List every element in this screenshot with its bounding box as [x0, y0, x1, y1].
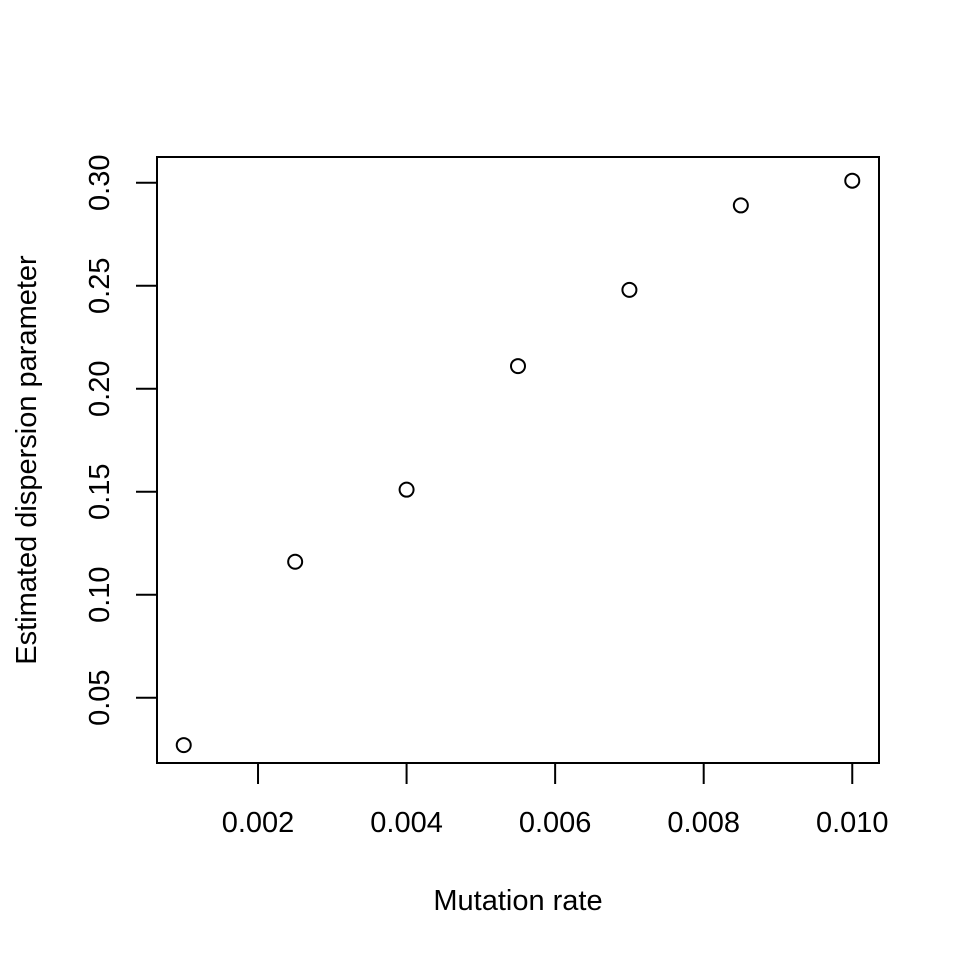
data-point — [287, 553, 304, 570]
x-tick-label: 0.008 — [667, 807, 740, 839]
data-point — [621, 281, 638, 298]
y-tick-label: 0.15 — [84, 463, 116, 519]
y-axis: 0.05 0.10 0.15 0.20 0.25 0.30 — [84, 155, 158, 726]
y-axis-title: Estimated dispersion parameter — [11, 255, 43, 665]
y-tick-label: 0.05 — [84, 669, 116, 725]
data-point — [732, 197, 749, 214]
y-tick-label: 0.30 — [84, 155, 116, 211]
y-tick-label: 0.10 — [84, 566, 116, 622]
data-point — [844, 172, 861, 189]
data-point — [175, 737, 192, 754]
x-tick-label: 0.004 — [370, 807, 443, 839]
x-tick-label: 0.002 — [222, 807, 295, 839]
x-tick-label: 0.006 — [519, 807, 592, 839]
data-point — [510, 358, 526, 375]
data-point — [398, 481, 415, 498]
x-tick-label: 0.010 — [816, 807, 889, 839]
data-points — [175, 172, 861, 754]
y-tick-label: 0.20 — [84, 361, 116, 417]
y-tick-label: 0.25 — [84, 258, 116, 314]
x-axis: 0.002 0.004 0.006 0.008 0.010 — [222, 762, 889, 839]
x-axis-title: Mutation rate — [433, 885, 602, 917]
